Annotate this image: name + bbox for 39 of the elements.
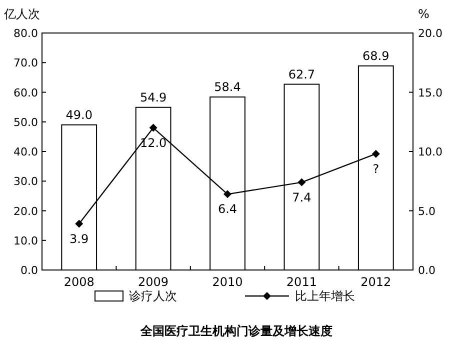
point (298, 178, 306, 186)
y-tick-label: 10.0 (14, 234, 38, 248)
data-label: 7.4 (292, 190, 312, 204)
y2-tick-label: 5.0 (418, 204, 436, 218)
y2-tick-label: 20.0 (418, 27, 442, 40)
y-tick-label: 60.0 (14, 86, 38, 100)
y-tick-label: 50.0 (14, 116, 38, 129)
x-tick-label: 2008 (64, 275, 94, 289)
text: 全国医疗卫生机构门诊量及增长速度 (140, 324, 332, 338)
point (224, 190, 232, 198)
data-label: 12.0 (140, 136, 167, 150)
data-label: 3.9 (70, 232, 89, 246)
legend-label: 比上年增长 (295, 289, 355, 303)
y-tick-label: 80.0 (14, 27, 38, 40)
x-tick-label: 2010 (212, 275, 243, 289)
x-tick-label: 2011 (286, 275, 317, 289)
point (372, 150, 380, 158)
data-label: ? (372, 162, 380, 176)
y-tick-label: 70.0 (14, 56, 38, 70)
y2-axis-title: % (418, 7, 430, 21)
x-tick-label: 2012 (360, 275, 392, 289)
y-tick-label: 40.0 (14, 146, 38, 158)
data-label: 62.7 (288, 67, 316, 82)
point (149, 124, 158, 132)
y-tick-label: 30.0 (14, 175, 38, 188)
x-tick-label: 2009 (138, 275, 169, 289)
y-axis-title: 亿人次 (3, 7, 40, 21)
y2-tick-label: 10.0 (418, 146, 442, 158)
data-label: 58.4 (214, 80, 241, 94)
data-label: 6.4 (218, 202, 238, 216)
data-label: 49.0 (66, 108, 92, 122)
y-tick-label: 0.0 (20, 264, 38, 277)
data-label: 54.9 (140, 90, 167, 104)
y-tick-label: 20.0 (14, 204, 38, 218)
y2-tick-label: 0.0 (418, 264, 436, 277)
data-label: 68.9 (362, 48, 390, 63)
y2-tick-label: 15.0 (418, 86, 442, 100)
point (75, 220, 84, 228)
legend-label: 诊疗人次 (129, 289, 177, 303)
